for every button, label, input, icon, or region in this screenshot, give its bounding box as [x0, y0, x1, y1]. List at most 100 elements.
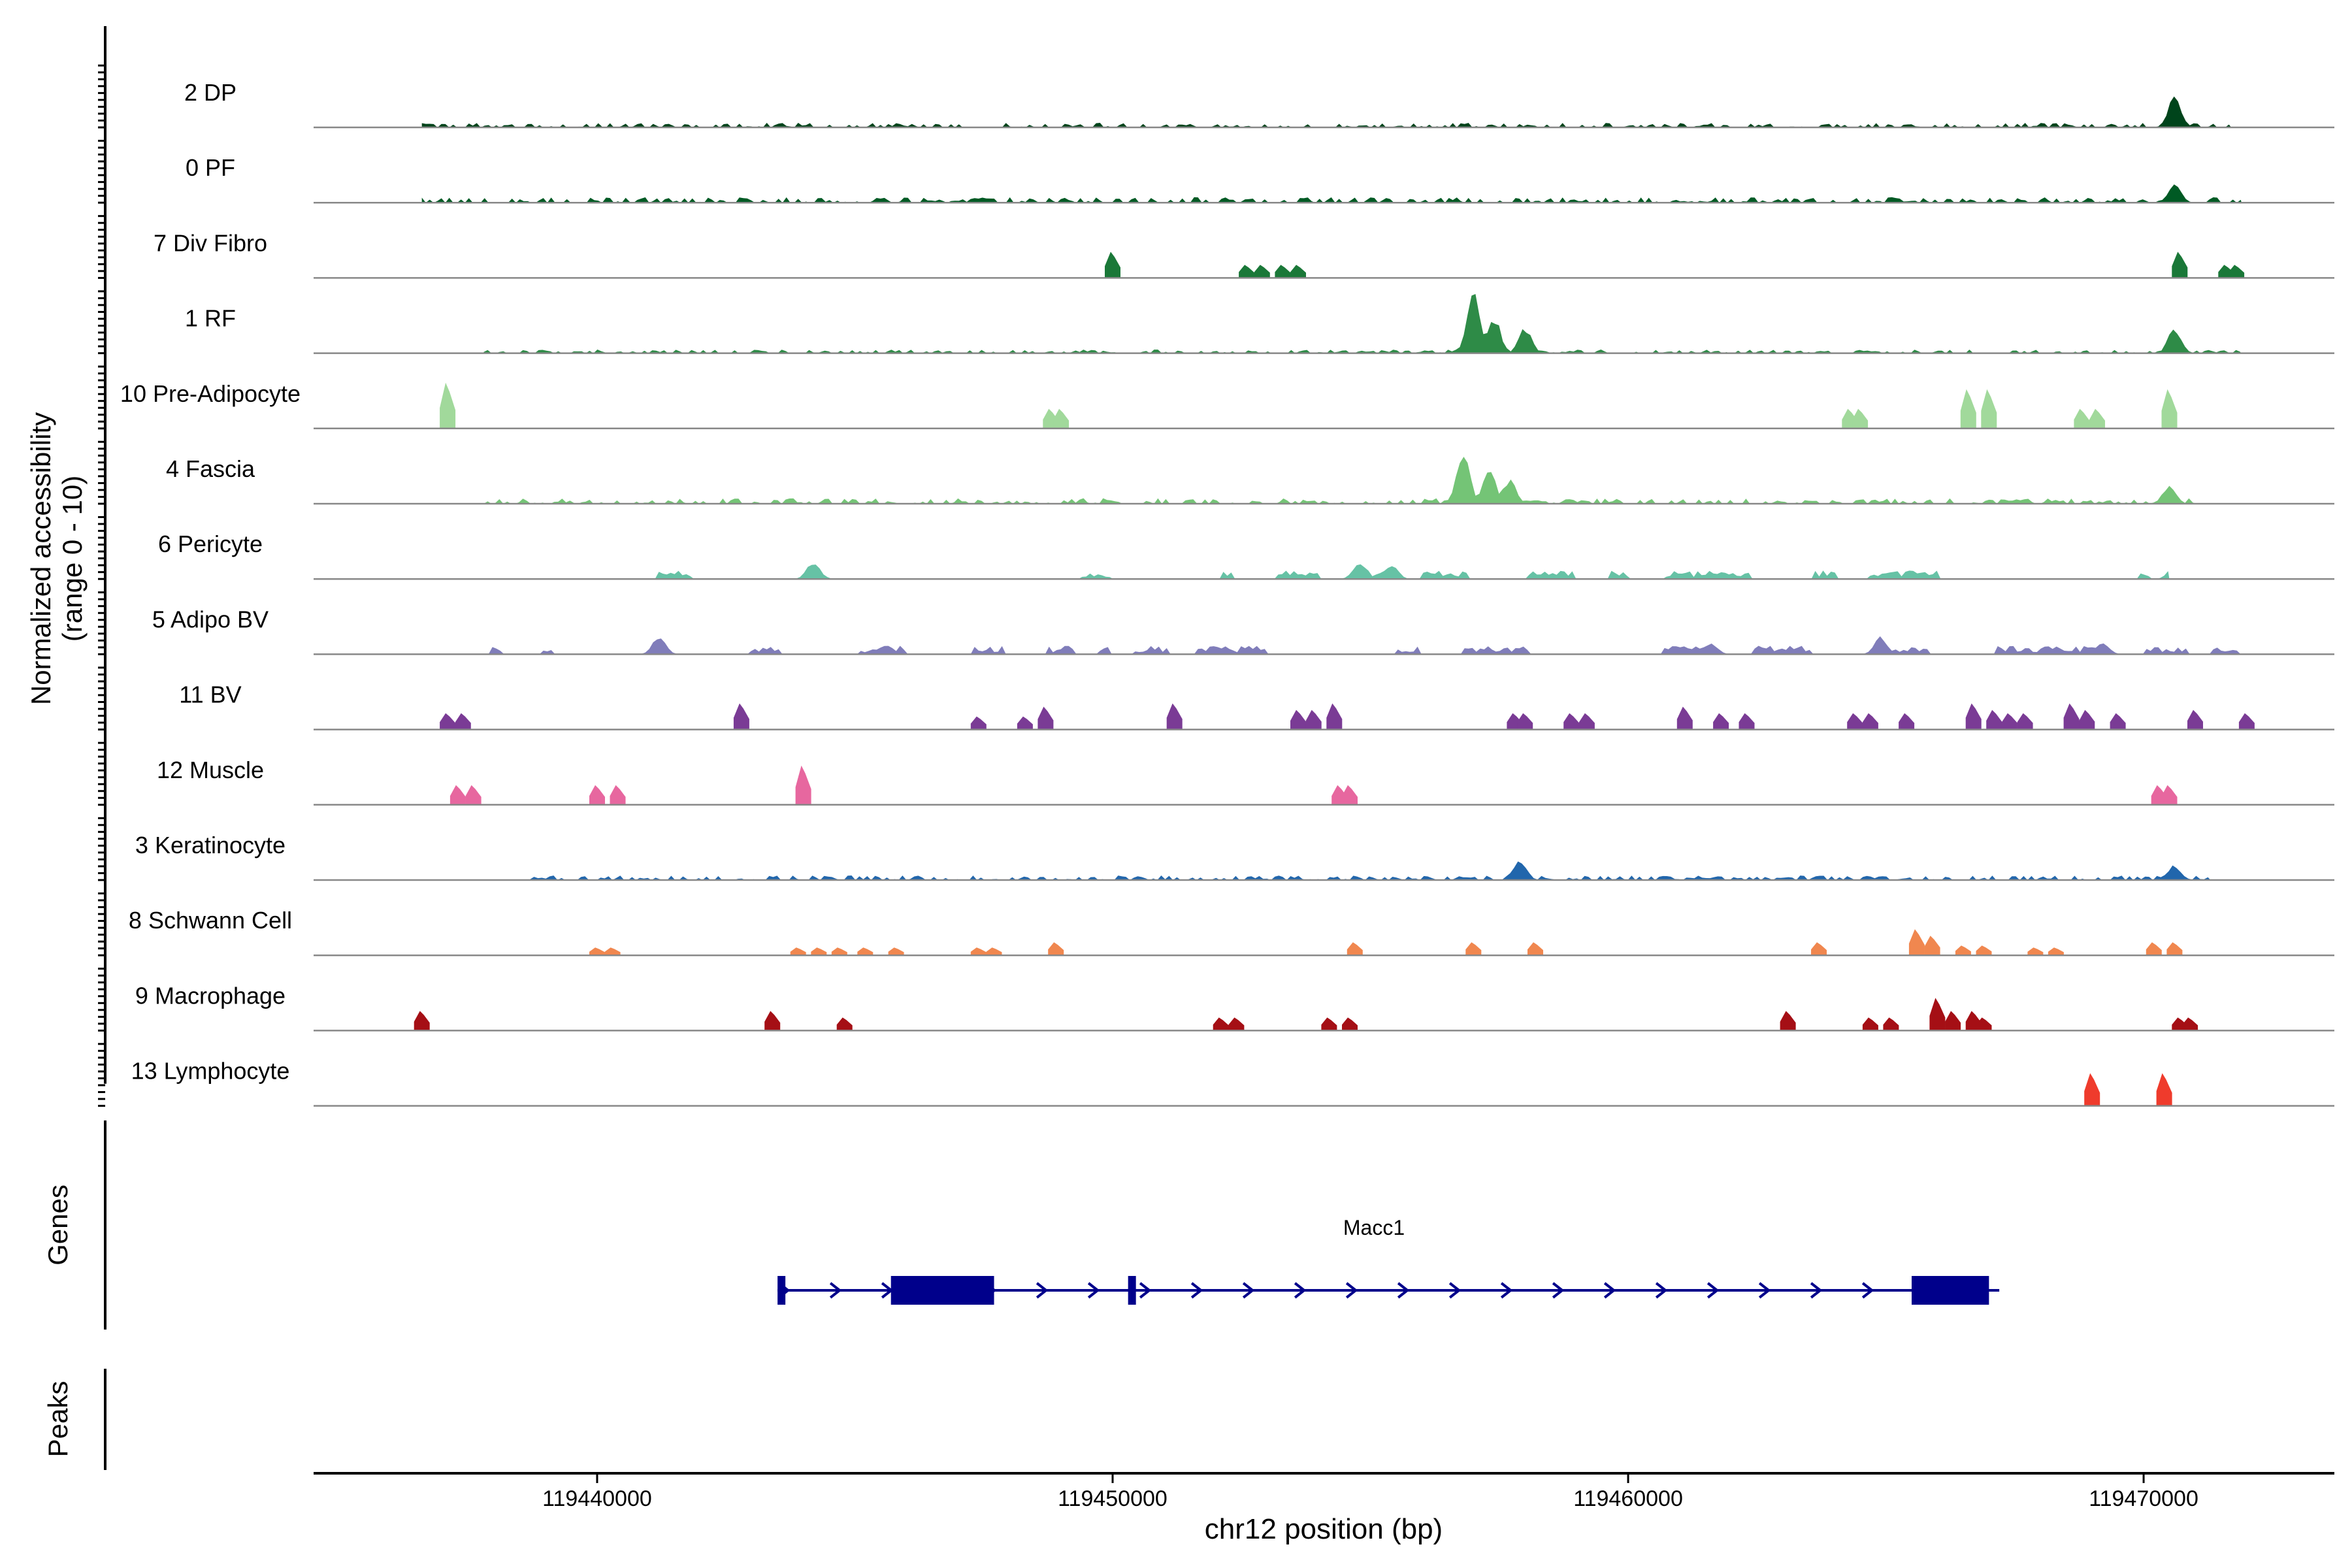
track-label: 0 PF — [186, 154, 235, 181]
accessibility-peak — [2146, 942, 2162, 956]
gene-name-label: Macc1 — [1343, 1216, 1405, 1239]
track-label: 4 Fascia — [166, 455, 255, 482]
accessibility-peak — [1290, 265, 1306, 278]
track-label: 1 RF — [185, 305, 236, 332]
track-label: 2 DP — [184, 79, 237, 106]
strand-arrow — [1190, 1282, 1203, 1299]
accessibility-area — [478, 564, 2170, 580]
accessibility-peak — [2048, 947, 2064, 956]
track-baselines — [314, 126, 2334, 1107]
accessibility-peak — [764, 1011, 781, 1031]
accessibility-area — [421, 184, 2242, 203]
peaks-label: Peaks — [42, 1381, 73, 1458]
accessibility-peak — [1852, 408, 1869, 429]
strand-arrow — [1036, 1282, 1049, 1299]
accessibility-peak — [2084, 1073, 2100, 1106]
accessibility-peak — [1578, 713, 1595, 730]
accessibility-peak — [1166, 703, 1183, 730]
accessibility-peak — [2156, 1073, 2172, 1106]
accessibility-peak — [1981, 389, 1997, 429]
accessibility-peak — [1527, 942, 1543, 956]
accessibility-peak — [1976, 945, 1992, 956]
x-tick-label: 119440000 — [542, 1486, 652, 1511]
track-y-axis — [98, 26, 106, 1107]
track-label: 13 Lymphocyte — [131, 1058, 290, 1085]
accessibility-peak — [2017, 713, 2033, 730]
strand-arrow — [1707, 1282, 1720, 1299]
accessibility-peak — [440, 713, 456, 730]
gene-exon — [890, 1276, 994, 1305]
accessibility-peak — [1883, 1017, 1899, 1031]
track-areas — [414, 96, 2255, 1106]
strand-arrow — [1655, 1282, 1668, 1299]
accessibility-peak — [2089, 408, 2105, 429]
accessibility-peak — [2161, 785, 2178, 805]
strand-arrow — [1242, 1282, 1255, 1299]
genes-label: Genes — [42, 1184, 73, 1266]
accessibility-peak — [836, 1017, 853, 1031]
accessibility-area — [421, 636, 2247, 655]
accessibility-peak — [1239, 265, 1255, 278]
strand-arrow — [1087, 1282, 1100, 1299]
accessibility-peak — [1290, 710, 1306, 730]
accessibility-peak — [1275, 265, 1291, 278]
accessibility-peak — [790, 947, 806, 956]
track-label: 8 Schwann Cell — [129, 907, 292, 934]
accessibility-peak — [1899, 713, 1915, 730]
strand-arrow — [1810, 1282, 1823, 1299]
strand-arrow — [1448, 1282, 1462, 1299]
accessibility-peak — [2063, 703, 2080, 730]
accessibility-peak — [2027, 947, 2044, 956]
accessibility-peak — [811, 947, 827, 956]
strand-arrow — [1552, 1282, 1565, 1299]
y-axis-label-line1: Normalized accessibility — [25, 412, 56, 705]
accessibility-peak — [857, 947, 874, 956]
x-axis-ticks: 119440000 119450000 119460000 119470000 — [542, 1473, 2198, 1511]
accessibility-peak — [1305, 710, 1322, 730]
accessibility-peak — [2074, 408, 2090, 429]
accessibility-peak — [1811, 942, 1827, 956]
accessibility-peak — [1347, 942, 1363, 956]
accessibility-peak — [1945, 1011, 1961, 1031]
accessibility-peak — [1986, 710, 2002, 730]
strand-arrow — [1139, 1282, 1152, 1299]
accessibility-peak — [2182, 1017, 2198, 1031]
accessibility-peak — [1105, 252, 1120, 278]
accessibility-peak — [1213, 1017, 1229, 1031]
accessibility-peak — [1780, 1011, 1796, 1031]
strand-arrow — [1294, 1282, 1307, 1299]
accessibility-peak — [1924, 936, 1940, 956]
accessibility-peak — [2161, 389, 2178, 429]
strand-arrow — [1758, 1282, 1771, 1299]
accessibility-peak — [414, 1011, 430, 1031]
accessibility-peak — [831, 947, 847, 956]
accessibility-peak — [1960, 389, 1976, 429]
accessibility-peak — [888, 947, 904, 956]
accessibility-peak — [2079, 710, 2095, 730]
accessibility-peak — [1342, 1017, 1358, 1031]
gene-track: Macc1 — [777, 1216, 2000, 1305]
accessibility-peak — [1342, 785, 1358, 805]
accessibility-peak — [1321, 1017, 1337, 1031]
accessibility-peak — [1676, 706, 1693, 730]
gene-exon — [1128, 1276, 1136, 1305]
strand-arrow — [1397, 1282, 1410, 1299]
accessibility-peak — [1326, 703, 1343, 730]
accessibility-peak — [2172, 252, 2188, 278]
track-label: 6 Pericyte — [158, 531, 263, 557]
accessibility-area — [530, 861, 2211, 880]
track-label: 10 Pre-Adipocyte — [120, 380, 301, 407]
accessibility-area — [483, 294, 2242, 353]
accessibility-area — [483, 457, 2211, 504]
accessibility-peak — [1048, 942, 1064, 956]
track-labels: 2 DP 0 PF 7 Div Fibro 1 RF 10 Pre-Adipocyte 4… — [120, 79, 301, 1085]
accessibility-peak — [1908, 929, 1925, 956]
accessibility-peak — [589, 947, 605, 956]
accessibility-peak — [2110, 713, 2126, 730]
accessibility-peak — [2229, 265, 2245, 278]
accessibility-peak — [986, 947, 1002, 956]
strand-arrow — [829, 1282, 842, 1299]
accessibility-peak — [2001, 713, 2017, 730]
accessibility-peak — [465, 785, 482, 805]
